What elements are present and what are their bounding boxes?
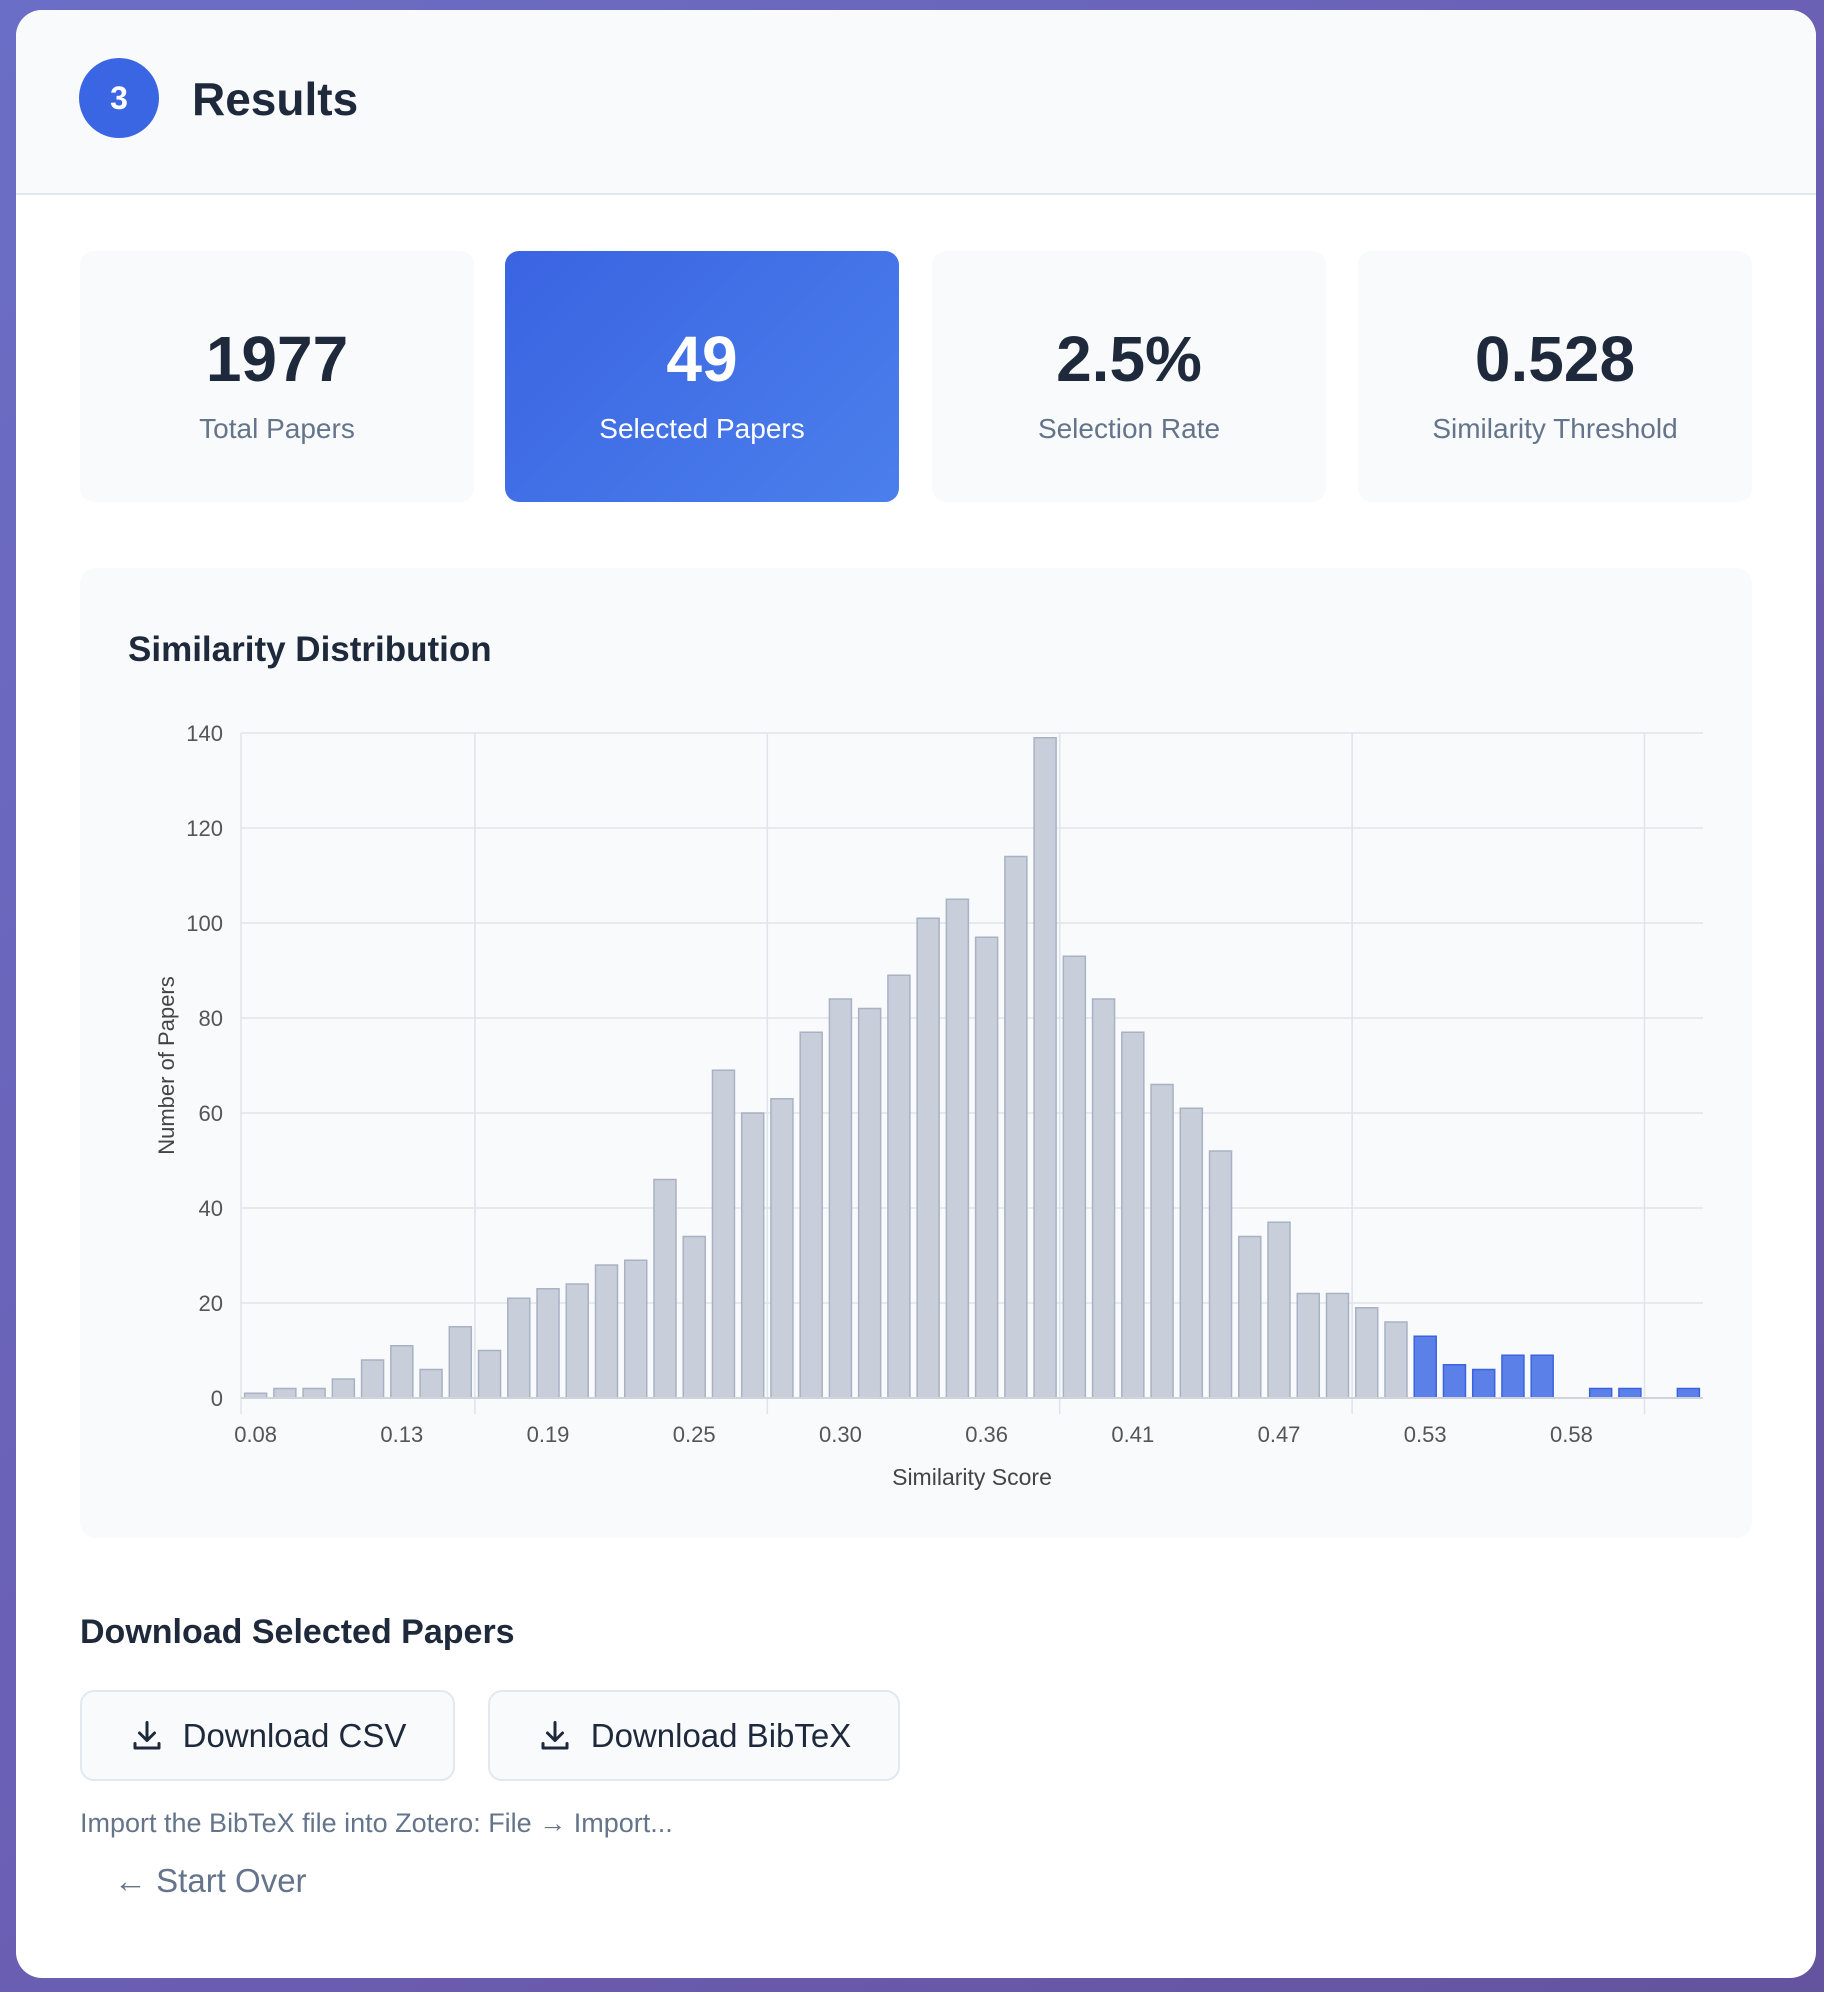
x-tick-label: 0.25: [673, 1422, 716, 1447]
y-tick-label: 0: [211, 1386, 223, 1411]
download-csv-label: Download CSV: [182, 1716, 407, 1754]
bar: [331, 1378, 356, 1399]
bar: [623, 1259, 648, 1399]
bar: [594, 1264, 619, 1399]
bar: [887, 974, 911, 1399]
y-tick-label: 80: [199, 1006, 223, 1031]
bar: [536, 1288, 560, 1399]
bar-selected: [1442, 1364, 1467, 1399]
stat-value: 2.5%: [1056, 323, 1202, 395]
bar: [1296, 1292, 1321, 1399]
stat-label: Selection Rate: [1037, 413, 1221, 444]
download-icon: [133, 1720, 161, 1749]
stat-value: 49: [666, 323, 738, 395]
bar: [302, 1387, 326, 1399]
bar-selected: [1676, 1387, 1701, 1399]
x-tick-label: 0.13: [380, 1422, 423, 1447]
stat-selected-papers: 49 Selected Papers: [505, 251, 899, 502]
y-tick-label: 60: [199, 1101, 223, 1126]
bar: [1384, 1321, 1408, 1399]
bar: [770, 1098, 794, 1399]
bar: [507, 1297, 531, 1399]
bar: [799, 1031, 823, 1399]
bar: [390, 1345, 414, 1399]
stat-total-papers: 1977 Total Papers: [80, 251, 474, 502]
stat-selection-rate: 2.5% Selection Rate: [932, 251, 1326, 502]
bar: [916, 917, 940, 1399]
bar: [857, 1007, 882, 1399]
x-tick-label: 0.41: [1111, 1422, 1154, 1447]
download-csv-button[interactable]: Download CSV: [80, 1690, 455, 1781]
bar-selected: [1618, 1387, 1642, 1399]
bar: [653, 1178, 677, 1399]
bar: [711, 1069, 736, 1399]
stat-value: 0.528: [1474, 323, 1636, 395]
bar-selected: [1471, 1368, 1496, 1399]
y-axis-title: Number of Papers: [154, 976, 179, 1155]
x-tick-label: 0.53: [1404, 1422, 1447, 1447]
similarity-distribution-panel: Similarity Distribution 0 20 40 60 80 100 120 1…: [80, 568, 1752, 1538]
bar: [1238, 1235, 1262, 1399]
y-tick-label: 100: [186, 911, 223, 936]
bar: [565, 1283, 590, 1399]
y-tick-label: 140: [186, 721, 223, 746]
x-tick-label: 0.36: [965, 1422, 1008, 1447]
y-tick-label: 120: [186, 816, 223, 841]
download-bibtex-label: Download BibTeX: [590, 1716, 852, 1754]
x-axis-title: Similarity Score: [892, 1464, 1052, 1490]
x-tick-label: 0.58: [1550, 1422, 1593, 1447]
page-title: Results: [192, 73, 359, 125]
bar-selected: [1413, 1335, 1437, 1399]
download-bibtex-button[interactable]: Download BibTeX: [488, 1690, 900, 1781]
bar: [974, 936, 999, 1399]
bar: [1062, 955, 1087, 1399]
bar: [448, 1326, 473, 1399]
bar: [1033, 737, 1057, 1399]
download-icon: [541, 1720, 569, 1749]
x-tick-label: 0.08: [234, 1422, 277, 1447]
bar: [477, 1349, 502, 1399]
bar: [682, 1235, 706, 1399]
bar: [1354, 1307, 1379, 1399]
bar: [1004, 855, 1028, 1399]
bar-selected: [1588, 1387, 1613, 1399]
bar-selected: [1530, 1354, 1554, 1399]
bar: [945, 898, 970, 1399]
bar: [1091, 998, 1116, 1399]
x-tick-label: 0.30: [819, 1422, 862, 1447]
bar: [360, 1359, 385, 1399]
download-section-title: Download Selected Papers: [80, 1613, 515, 1651]
x-tick-label: 0.19: [527, 1422, 570, 1447]
bar-selected: [1501, 1354, 1525, 1399]
stat-label: Similarity Threshold: [1432, 413, 1678, 444]
x-tick-label: 0.47: [1258, 1422, 1301, 1447]
zotero-import-hint: Import the BibTeX file into Zotero: File…: [80, 1808, 673, 1838]
bar: [740, 1112, 765, 1399]
histogram-chart: 0 20 40 60 80 100 120 140 0.08 0.13 0.19 0.25 0.30 0.…: [154, 721, 1703, 1490]
bar: [1325, 1292, 1350, 1399]
bar: [273, 1387, 297, 1399]
bar: [1179, 1107, 1204, 1399]
step-badge: 3: [79, 58, 159, 138]
start-over-link[interactable]: ← Start Over: [114, 1862, 307, 1899]
bar: [1150, 1083, 1174, 1399]
chart-title: Similarity Distribution: [128, 630, 492, 669]
results-card: 3 Results 1977 Total Papers 49 Selected …: [16, 10, 1816, 1978]
bar: [1267, 1221, 1291, 1399]
stat-label: Total Papers: [199, 413, 355, 444]
stat-value: 1977: [205, 323, 349, 395]
bar: [1208, 1150, 1233, 1399]
bar: [828, 998, 853, 1399]
y-tick-label: 40: [199, 1196, 223, 1221]
stat-label: Selected Papers: [599, 413, 805, 444]
results-header: 3 Results: [16, 10, 1816, 195]
stat-similarity-threshold: 0.528 Similarity Threshold: [1358, 251, 1752, 502]
bar: [419, 1368, 443, 1399]
bar: [1121, 1031, 1145, 1399]
y-tick-label: 20: [199, 1291, 223, 1316]
